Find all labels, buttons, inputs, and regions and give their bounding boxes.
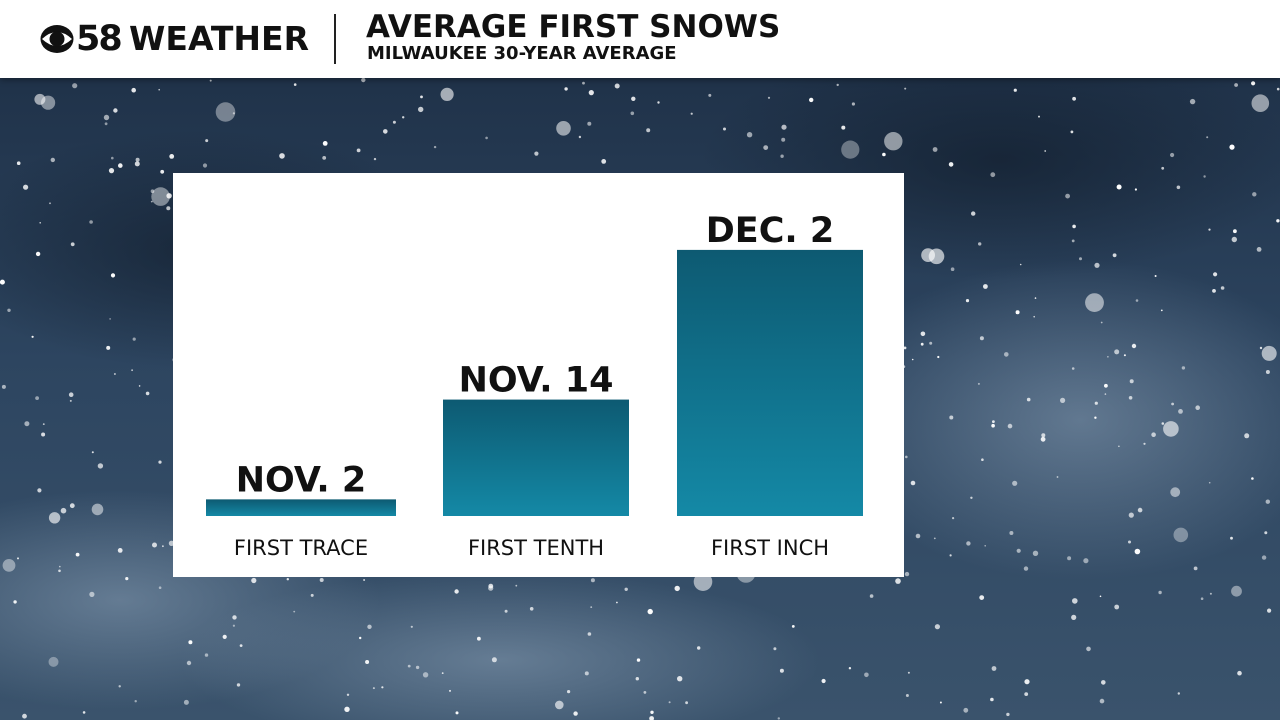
category-label: FIRST TENTH [468,536,604,560]
category-label: FIRST INCH [711,536,829,560]
header-divider [334,14,336,64]
page-subtitle: MILWAUKEE 30-YEAR AVERAGE [367,43,677,64]
bar-first-tenth [443,399,629,516]
cbs-eye-icon [40,25,74,53]
logo-word: WEATHER [129,19,310,58]
bar-value-label: NOV. 14 [459,361,614,401]
bar-first-trace [206,499,396,516]
bar-value-label: DEC. 2 [706,211,834,251]
logo-number: 58 [76,19,123,59]
page-title: AVERAGE FIRST SNOWS [366,9,781,45]
chart-panel: NOV. 2 FIRST TRACE NOV. 14 FIRST TENTH DEC. … [173,173,904,577]
header-bar: 58 WEATHER AVERAGE FIRST SNOWS MILWAUKEE… [0,0,1280,78]
bar-chart: NOV. 2 FIRST TRACE NOV. 14 FIRST TENTH DEC. … [206,211,863,560]
bar-first-inch [677,249,863,516]
category-label: FIRST TRACE [234,536,368,560]
bar-value-label: NOV. 2 [236,460,367,500]
